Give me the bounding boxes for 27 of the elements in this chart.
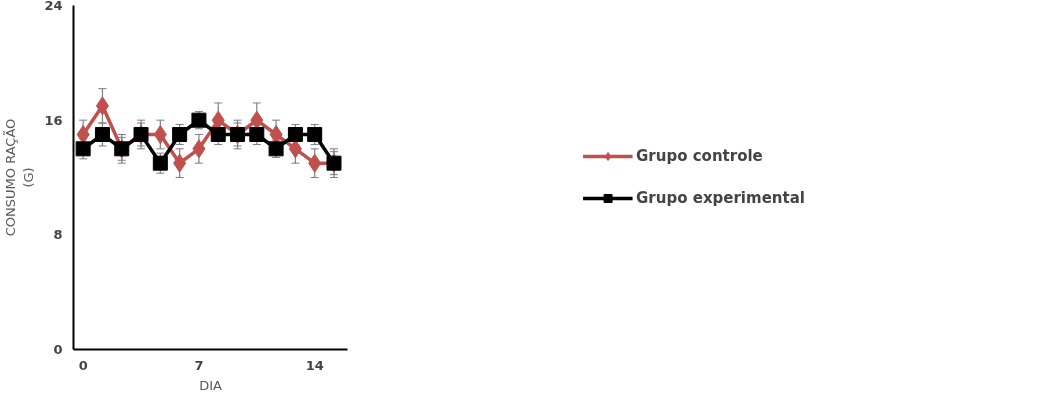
point xyxy=(76,125,90,144)
point xyxy=(173,153,187,173)
point xyxy=(307,127,323,142)
x-tick-label: 7 xyxy=(194,357,204,373)
x-tick-label: 14 xyxy=(305,357,324,373)
point xyxy=(287,127,303,142)
legend-label: Grupo experimental xyxy=(636,189,805,207)
point xyxy=(153,125,167,144)
y-tick-label: 0 xyxy=(53,342,63,357)
point xyxy=(269,125,283,144)
point xyxy=(94,127,110,142)
point xyxy=(95,96,109,116)
y-tick-label: 16 xyxy=(44,112,63,128)
point xyxy=(211,110,225,130)
y-tick-label: 8 xyxy=(53,227,63,243)
y-axis-title: CONSUMO RAÇÃO (G) xyxy=(3,118,37,237)
point xyxy=(172,127,188,142)
y-tick-label: 24 xyxy=(44,0,63,13)
point xyxy=(192,139,206,159)
point xyxy=(210,127,226,142)
point xyxy=(249,127,265,142)
point xyxy=(250,110,264,130)
x-axis-title: DIA xyxy=(199,377,222,393)
x-tick-label: 0 xyxy=(78,357,88,373)
point xyxy=(308,153,322,173)
point xyxy=(288,139,302,159)
legend-label: Grupo controle xyxy=(636,147,763,165)
